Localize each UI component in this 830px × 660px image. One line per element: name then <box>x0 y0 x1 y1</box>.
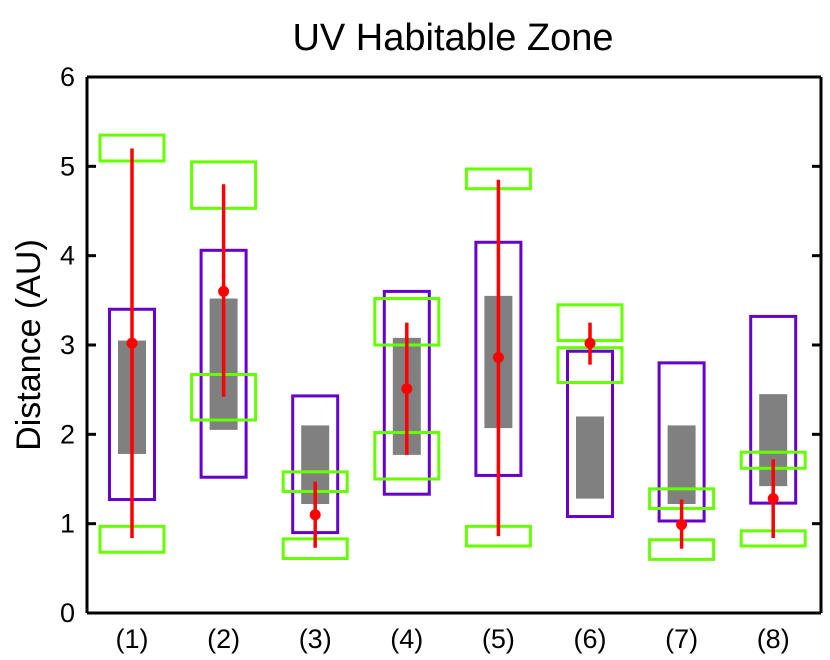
y-tick-label-3: 3 <box>60 330 75 360</box>
red-point-6 <box>584 337 596 349</box>
x-tick-label-5: (5) <box>482 624 515 654</box>
x-tick-label-8: (8) <box>757 624 790 654</box>
red-point-8 <box>767 493 779 505</box>
x-tick-label-4: (4) <box>390 624 423 654</box>
purple-range-box-4 <box>382 289 431 496</box>
gray-range-bar-7 <box>667 425 696 505</box>
plot-layer: 0 1 2 3 4 5 6 (1) (2) (3) (4) (5) (6) (7) (8) <box>60 62 823 654</box>
y-tick-label-1: 1 <box>60 509 75 539</box>
red-point-7 <box>676 519 688 531</box>
gray-range-bar-6 <box>576 416 604 499</box>
red-point-4 <box>401 383 413 395</box>
y-tick-label-5: 5 <box>60 151 75 181</box>
red-point-1 <box>126 337 138 349</box>
x-tick-label-7: (7) <box>665 624 698 654</box>
y-axis-label: Distance (AU) <box>10 239 48 451</box>
y-tick-label-6: 6 <box>60 62 75 92</box>
red-point-3 <box>309 509 321 521</box>
red-point-2 <box>218 285 230 297</box>
y-tick-label-0: 0 <box>60 598 75 628</box>
y-tick-label-2: 2 <box>60 419 75 449</box>
x-tick-label-6: (6) <box>574 624 607 654</box>
chart-title: UV Habitable Zone <box>292 17 613 59</box>
x-tick-label-3: (3) <box>299 624 332 654</box>
red-point-5 <box>492 352 504 364</box>
x-tick-label-1: (1) <box>116 624 149 654</box>
x-tick-label-2: (2) <box>207 624 240 654</box>
y-tick-label-4: 4 <box>60 241 75 271</box>
